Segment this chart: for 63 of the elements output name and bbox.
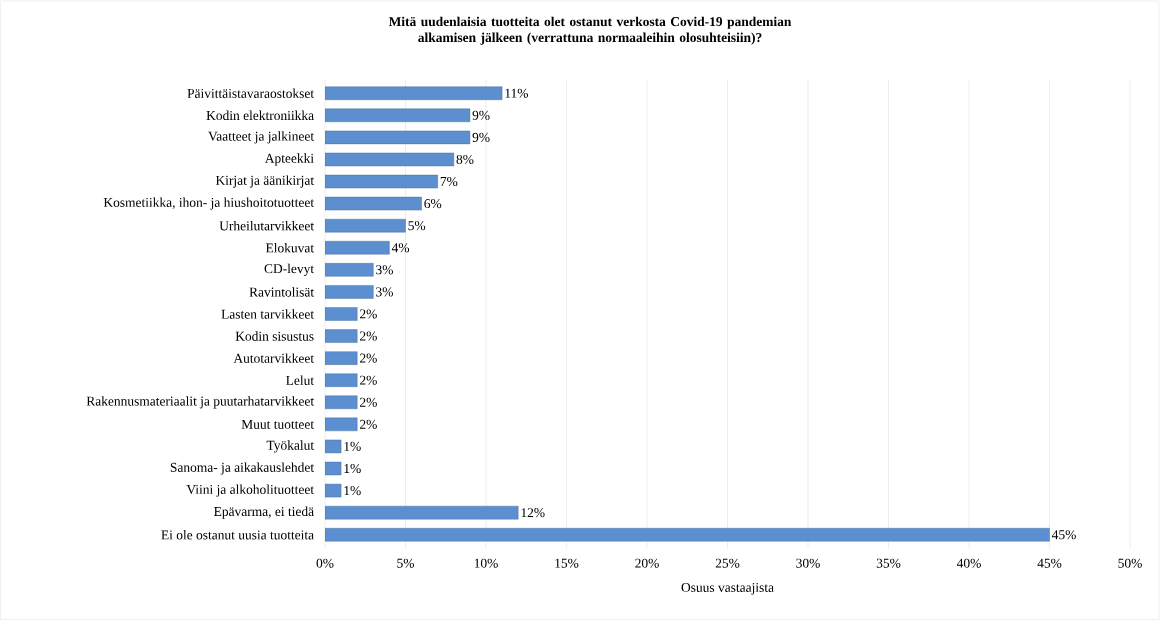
x-tick-label: 50% (1118, 558, 1142, 568)
y-tick-label: Rakennusmateriaalit ja puutarhatarvikkeet (86, 396, 315, 409)
y-tick-label: Päivittäistavaraostokset (187, 88, 315, 98)
y-tick-label: Ravintolisät (249, 287, 314, 297)
bar (325, 108, 471, 123)
x-tick-label: 15% (555, 558, 579, 568)
data-label: 5% (408, 221, 426, 231)
bar (325, 218, 406, 233)
x-tick-label: 35% (876, 558, 901, 568)
y-tick-label: Muut tuotteet (241, 419, 314, 429)
data-label: 3% (376, 265, 393, 275)
bar (325, 86, 503, 100)
data-label: 2% (360, 375, 377, 385)
x-tick-label: 0% (316, 558, 334, 568)
y-tick-label: Lasten tarvikkeet (221, 309, 315, 319)
y-tick-label: Työkalut (266, 440, 315, 453)
y-tick-label: Lelut (286, 375, 314, 385)
data-label: 2% (360, 353, 377, 363)
y-tick-label: CD-levyt (264, 263, 314, 276)
x-tick-label: 10% (474, 558, 498, 568)
data-label: 6% (424, 199, 442, 209)
data-label: 2% (360, 397, 377, 407)
y-tick-label: Ei ole ostanut uusia tuotteita (161, 530, 314, 540)
y-tick-label: Urheilutarvikkeet (219, 220, 315, 231)
y-tick-label: Viini ja alkoholituotteet (186, 484, 315, 497)
data-label: 4% (391, 243, 410, 253)
data-label: 2% (360, 309, 377, 319)
bar (325, 528, 1050, 542)
y-tick-label: Epävarma, ei tiedä (214, 506, 314, 519)
data-label: 2% (360, 331, 377, 341)
y-tick-label: Apteekki (264, 153, 314, 166)
bar (325, 285, 374, 299)
data-label: 9% (472, 110, 490, 120)
x-tick-label: 25% (715, 558, 740, 568)
y-tick-label: Elokuvat (265, 243, 314, 253)
x-tick-label: 20% (635, 558, 659, 568)
data-label: 45% (1051, 530, 1076, 540)
x-tick-label: 40% (956, 558, 981, 568)
data-label: 9% (472, 132, 490, 142)
data-label: 8% (456, 154, 474, 165)
y-tick-label: Kirjat ja äänikirjat (215, 175, 315, 188)
x-axis-title: Osuus vastaajista (681, 582, 774, 595)
data-label: 11% (505, 88, 529, 98)
y-tick-label: Kosmetiikka, ihon- ja hiushoitotuotteet (103, 197, 315, 210)
bar (325, 241, 390, 255)
x-tick-label: 5% (397, 558, 415, 568)
data-label: 1% (344, 441, 361, 451)
data-label: 1% (344, 486, 361, 496)
data-label: 7% (440, 176, 458, 187)
data-label: 12% (521, 508, 545, 518)
data-label: 2% (360, 419, 377, 429)
y-tick-label: Vaatteet ja jalkineet (208, 131, 315, 144)
bar (325, 263, 374, 277)
y-tick-label: Kodin elektroniikka (206, 110, 314, 121)
x-tick-label: 45% (1037, 558, 1062, 568)
data-label: 1% (344, 463, 361, 474)
x-tick-label: 30% (796, 558, 820, 568)
y-tick-label: Kodin sisustus (235, 331, 314, 341)
data-label: 3% (376, 287, 393, 297)
chart-title: Mitä uudenlaisia tuotteita olet ostanut verkosta Covid-19 pandemian alkamisen jälkeen (verrattuna normaaleihin olosuhteisiin)? (388, 16, 792, 45)
y-tick-label: Autotarvikkeet (233, 353, 314, 363)
y-tick-label: Sanoma- ja aikakauslehdet (170, 462, 315, 475)
bar (325, 505, 519, 520)
